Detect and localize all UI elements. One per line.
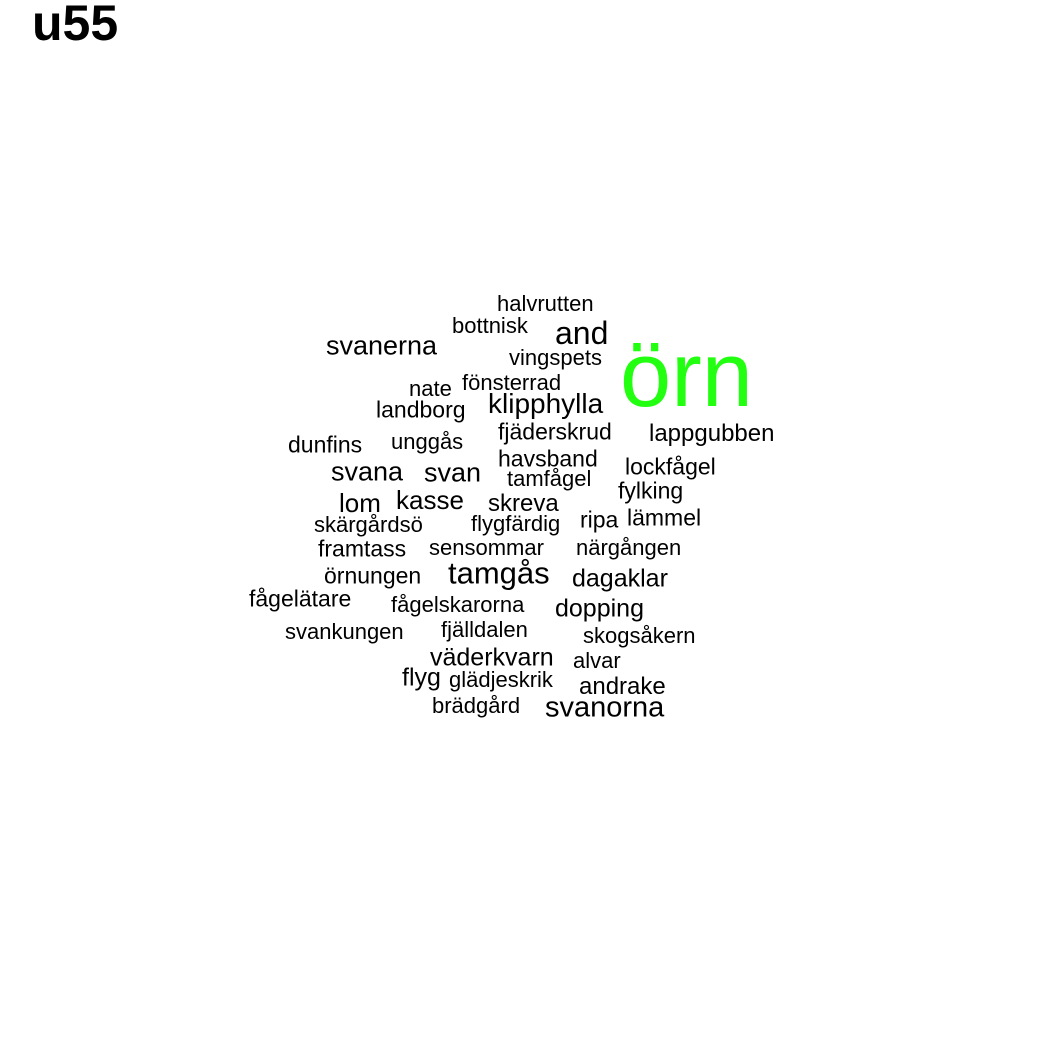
- cloud-word: flyg: [402, 663, 441, 692]
- cloud-word: örnungen: [324, 562, 422, 589]
- cloud-word: tamgås: [448, 555, 550, 591]
- cloud-word: unggås: [391, 429, 464, 454]
- cloud-word: skärgårdsö: [314, 512, 423, 537]
- cloud-word: tamfågel: [507, 466, 592, 491]
- cloud-word: skreva: [488, 490, 559, 517]
- cloud-word: nate: [409, 376, 452, 401]
- cloud-word: lom: [339, 488, 381, 518]
- cloud-word: klipphylla: [488, 388, 604, 419]
- cloud-word: svana: [331, 456, 404, 487]
- cloud-word: väderkvarn: [430, 643, 554, 672]
- cloud-word: svanorna: [545, 691, 665, 724]
- cloud-word: lappgubben: [649, 420, 775, 447]
- cloud-word: fågelskarorna: [391, 592, 525, 617]
- cloud-word: flygfärdig: [471, 511, 561, 536]
- cloud-word: brädgård: [432, 693, 521, 718]
- cloud-word: vingspets: [509, 345, 602, 370]
- cloud-word: dunfins: [288, 431, 363, 458]
- cloud-title: u55: [32, 0, 119, 51]
- cloud-word: närgången: [576, 535, 682, 560]
- cloud-word: fylking: [618, 477, 684, 504]
- cloud-word: and: [555, 315, 609, 351]
- cloud-word: svan: [424, 457, 482, 488]
- cloud-word: framtass: [318, 535, 407, 562]
- cloud-word: lockfågel: [625, 453, 716, 480]
- cloud-word: skogsåkern: [583, 623, 696, 648]
- cloud-word: dopping: [555, 594, 644, 623]
- cloud-word: andrake: [579, 673, 666, 700]
- cloud-word: fågelätare: [249, 585, 352, 612]
- cloud-word: glädjeskrik: [449, 667, 553, 692]
- cloud-word: svanerna: [326, 330, 438, 361]
- cloud-word: dagaklar: [572, 564, 668, 593]
- cloud-word: fjälldalen: [441, 617, 528, 642]
- cloud-word: fjäderskrud: [498, 418, 612, 445]
- cloud-word: landborg: [376, 396, 466, 423]
- cloud-word: örn: [620, 324, 753, 426]
- cloud-word: lämmel: [627, 504, 702, 531]
- cloud-word: bottnisk: [452, 313, 528, 338]
- cloud-word: halvrutten: [497, 291, 594, 316]
- cloud-word: ripa: [580, 506, 619, 533]
- cloud-word: havsband: [498, 445, 598, 472]
- cloud-word: kasse: [396, 485, 464, 515]
- cloud-word: alvar: [573, 648, 621, 673]
- cloud-word: svankungen: [285, 619, 404, 644]
- cloud-word: fönsterrad: [462, 370, 562, 395]
- cloud-word: sensommar: [429, 535, 544, 560]
